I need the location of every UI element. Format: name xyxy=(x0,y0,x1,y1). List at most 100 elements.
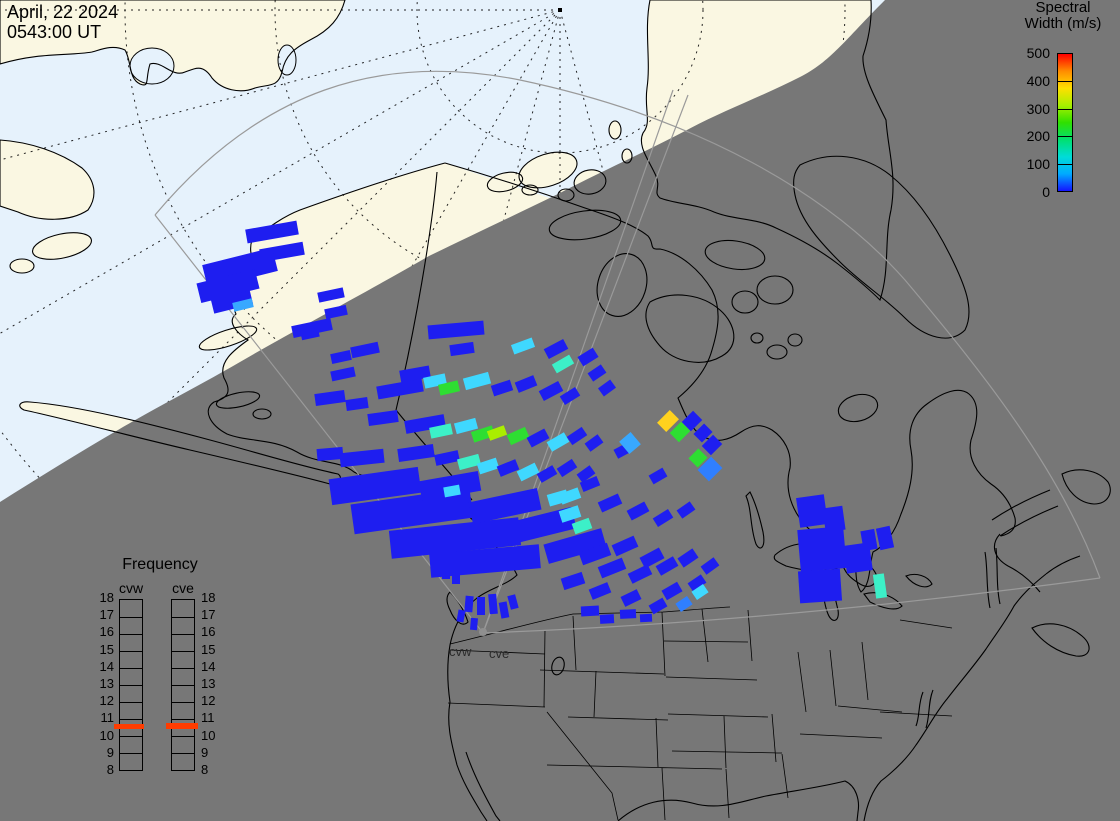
echo-cell xyxy=(429,544,541,578)
frequency-bar-cve xyxy=(171,599,195,771)
echo-cell xyxy=(697,456,723,482)
echo-cell xyxy=(677,548,699,568)
echo-cell xyxy=(196,269,260,303)
frequency-bar-separator xyxy=(172,617,194,618)
echo-cell xyxy=(860,528,878,552)
echo-cell xyxy=(469,617,479,631)
echo-cell xyxy=(661,581,683,601)
frequency-bar-separator xyxy=(120,617,142,618)
echo-cell xyxy=(597,557,627,579)
echo-cell xyxy=(556,458,578,478)
echo-cell xyxy=(546,432,570,452)
frequency-level-label: 16 xyxy=(99,624,114,639)
echo-cell xyxy=(453,417,479,435)
echo-cell xyxy=(397,444,435,462)
echo-cell xyxy=(797,568,843,604)
echo-cell xyxy=(324,304,348,320)
echo-cell xyxy=(578,542,612,566)
echo-cell xyxy=(587,364,607,382)
timestamp: April, 22 2024 0543:00 UT xyxy=(7,2,118,42)
echo-cell xyxy=(639,613,653,623)
lake-winnipeg xyxy=(745,491,765,549)
echo-cell xyxy=(456,609,466,623)
colorbar-title: Spectral Width (m/s) xyxy=(1024,0,1102,32)
echo-cell xyxy=(330,350,352,364)
colorbar xyxy=(1057,53,1073,192)
lake-ontario xyxy=(905,573,933,588)
radar-site-label-cve: cve xyxy=(489,646,510,661)
echo-cell xyxy=(210,290,254,314)
echo-cell xyxy=(399,365,431,383)
echo-cell xyxy=(543,528,607,564)
echo-cell xyxy=(566,426,588,446)
colorbar-separator xyxy=(1058,136,1072,137)
echo-cell xyxy=(691,583,709,601)
echo-cell xyxy=(449,341,475,357)
echo-cell xyxy=(506,426,530,446)
echo-cell xyxy=(456,453,482,471)
frequency-bar-separator xyxy=(172,736,194,737)
colorbar-tick-label: 300 xyxy=(1026,101,1050,117)
echo-cell xyxy=(442,563,450,579)
echo-cell xyxy=(597,493,623,513)
echo-cell xyxy=(599,614,615,624)
echo-cell xyxy=(345,397,369,411)
echo-cell xyxy=(560,571,586,591)
frequency-bar-separator xyxy=(120,719,142,720)
echo-cell xyxy=(477,597,485,615)
echo-cell xyxy=(681,410,703,432)
echo-cell xyxy=(687,574,707,592)
frequency-level-label: 15 xyxy=(99,642,114,657)
arctic-hudson-coast xyxy=(444,162,1016,593)
frequency-level-label: 18 xyxy=(201,590,216,605)
echo-cell xyxy=(626,501,650,521)
colorbar-separator xyxy=(1058,109,1072,110)
frequency-level-label: 8 xyxy=(106,762,114,777)
frequency-column-cve: cve xyxy=(172,580,194,596)
echo-cell xyxy=(558,505,582,523)
echo-cell xyxy=(438,380,460,396)
echo-cell xyxy=(620,589,642,607)
great-salt-lake xyxy=(551,656,565,676)
echo-cell xyxy=(404,414,446,434)
frequency-level-label: 10 xyxy=(201,728,216,743)
echo-cell xyxy=(429,423,453,439)
frequency-bar-separator xyxy=(172,651,194,652)
echo-cell xyxy=(619,609,637,619)
echo-cell xyxy=(516,462,540,482)
fov-outer-arc xyxy=(154,70,1101,579)
frequency-bar-separator xyxy=(120,668,142,669)
frequency-level-label: 17 xyxy=(201,607,216,622)
echo-cell xyxy=(328,466,422,506)
echo-cell xyxy=(822,505,846,533)
echo-cell xyxy=(490,379,514,397)
echo-cell xyxy=(434,450,460,466)
echo-cell xyxy=(314,389,346,407)
state-borders xyxy=(447,606,953,821)
gulf-of-california xyxy=(465,751,501,821)
echo-cell xyxy=(376,378,424,400)
echo-cell xyxy=(576,465,596,483)
echo-cell xyxy=(588,582,612,600)
frequency-level-label: 15 xyxy=(201,642,216,657)
pole-dot xyxy=(558,8,562,12)
echo-cell xyxy=(510,337,536,355)
frequency-marker-cve xyxy=(166,723,198,729)
echo-cell xyxy=(657,410,679,432)
echo-cell xyxy=(538,380,564,402)
echo-cell xyxy=(579,475,601,493)
frequency-bar-separator xyxy=(172,634,194,635)
echo-cell xyxy=(619,432,641,454)
fov-east-edge xyxy=(482,577,1101,634)
echo-cell xyxy=(503,506,577,546)
date-text: April, 22 2024 xyxy=(7,2,119,22)
frequency-level-label: 10 xyxy=(99,728,114,743)
echo-cell xyxy=(546,489,570,507)
echo-cell xyxy=(470,425,496,443)
radar-echo-cells xyxy=(196,220,895,631)
frequency-level-label: 9 xyxy=(106,745,114,760)
echo-cell xyxy=(872,573,888,599)
colorbar-separator xyxy=(1058,81,1072,82)
echo-cell xyxy=(498,601,510,619)
